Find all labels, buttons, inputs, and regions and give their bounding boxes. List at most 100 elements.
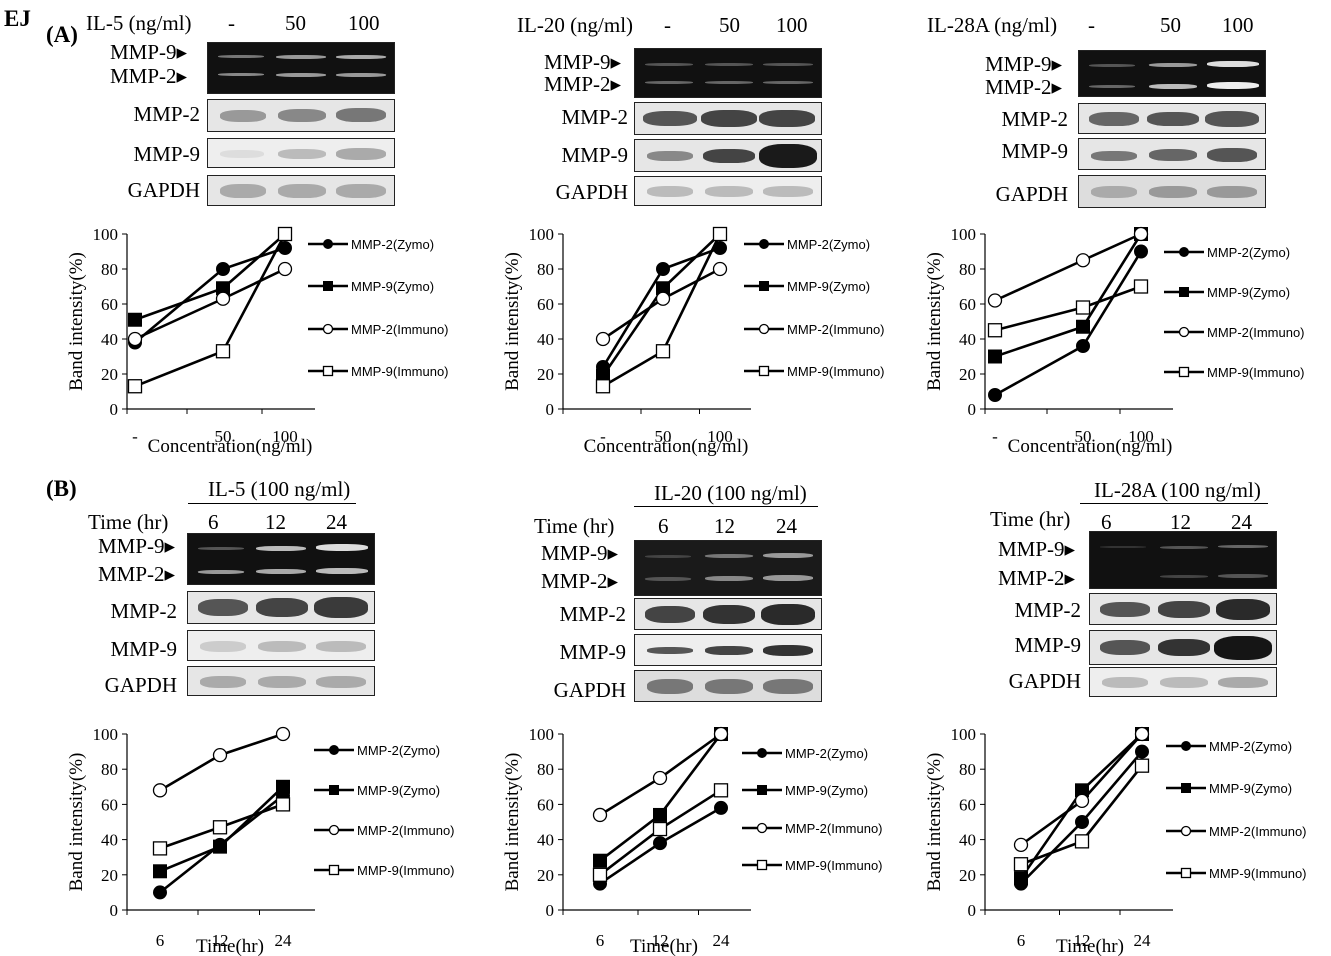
x-tick-label: - <box>992 427 998 446</box>
legend-label: MMP-9(Zymo) <box>357 783 440 798</box>
mmp2-immunoblot <box>1089 593 1277 625</box>
data-point <box>713 783 729 798</box>
panel-a-il28a-cond-3: 100 <box>1222 13 1254 37</box>
data-point <box>656 262 670 276</box>
mmp2-blot-label: MMP-2 <box>133 102 200 126</box>
data-point <box>153 864 167 879</box>
panel-b-header-il5: IL-5 (100 ng/ml) <box>208 477 351 501</box>
data-point <box>1074 793 1090 809</box>
y-tick-label: 40 <box>101 831 118 850</box>
series-line <box>994 285 1142 332</box>
data-point <box>215 344 231 359</box>
legend-marker <box>757 748 767 758</box>
y-tick-label: 20 <box>101 365 118 384</box>
x-tick-label: - <box>132 427 138 446</box>
legend-marker <box>1180 867 1192 879</box>
data-point <box>987 323 1003 338</box>
time-label: Time (hr) <box>534 514 615 538</box>
panel-b-il5-cond-2: 12 <box>265 510 286 534</box>
data-point <box>1134 758 1150 773</box>
panel-a-header-il28a: IL-28A (ng/ml) <box>927 13 1058 37</box>
y-tick-label: 40 <box>959 330 976 349</box>
chart-a3: 0 20 40 60 80 100 - 50 100 Band intensity(%) Conce… <box>924 225 1305 457</box>
data-point <box>652 770 668 786</box>
mmp9-immunoblot <box>1078 138 1266 170</box>
x-tick-label: 12 <box>1074 931 1091 950</box>
gapdh-immunoblot <box>634 670 822 702</box>
y-tick-label: 0 <box>968 400 977 419</box>
panel-a-il5-cond-1: - <box>228 11 235 35</box>
legend-label: MMP-9(Immuno) <box>785 858 883 873</box>
panel-a-il28a-cond-1: - <box>1088 13 1095 37</box>
legend-label: MMP-2(Zymo) <box>357 743 440 758</box>
data-point <box>128 312 142 327</box>
y-tick-label: 20 <box>537 365 554 384</box>
data-point <box>595 331 611 347</box>
x-axis-label: Time(hr) <box>1056 936 1124 956</box>
mmp9-blot-label: MMP-9 <box>110 637 177 661</box>
mmp9-blot-label: MMP-9 <box>559 640 626 664</box>
x-tick-label: - <box>600 427 606 446</box>
data-point <box>215 291 231 306</box>
zymography-gel <box>634 540 822 596</box>
data-point <box>1134 244 1148 259</box>
panel-b-il5-cond-1: 6 <box>208 510 219 534</box>
y-tick-label: 20 <box>537 866 554 885</box>
mmp2-arrow-label: MMP-2▸ <box>985 75 1063 99</box>
data-point <box>712 226 728 242</box>
x-tick-label: 100 <box>1128 427 1154 446</box>
y-tick-label: 40 <box>537 831 554 850</box>
y-tick-label: 60 <box>537 295 554 314</box>
panel-a-label: (A) <box>46 22 78 47</box>
x-tick-label: 100 <box>707 427 733 446</box>
panel-b-header-il28a: IL-28A (100 ng/ml) <box>1094 478 1261 502</box>
panel-b-header-il20: IL-20 (100 ng/ml) <box>654 481 807 505</box>
data-point <box>655 344 671 359</box>
mmp9-blot-label: MMP-9 <box>1014 633 1081 657</box>
legend-label: MMP-9(Immuno) <box>1209 866 1307 881</box>
data-point <box>655 291 671 306</box>
data-point <box>275 726 291 742</box>
gapdh-blot-label: GAPDH <box>104 673 177 697</box>
y-tick-label: 80 <box>959 260 976 279</box>
x-axis-label: Concentration(ng/ml) <box>148 436 313 457</box>
y-tick-label: 0 <box>110 901 119 920</box>
mmp9-immunoblot <box>634 139 822 172</box>
y-tick-label: 100 <box>951 725 977 744</box>
header-underline <box>1080 503 1268 504</box>
x-tick-label: 6 <box>1017 931 1026 950</box>
data-point <box>1133 279 1149 294</box>
data-point <box>714 800 728 815</box>
legend-label: MMP-2(Immuno) <box>357 823 455 838</box>
legend-label: MMP-9(Zymo) <box>785 783 868 798</box>
time-label: Time (hr) <box>990 507 1071 531</box>
data-point <box>1076 319 1090 334</box>
legend-marker <box>1181 783 1191 793</box>
series-line <box>1020 764 1144 866</box>
panel-a-header-il5: IL-5 (ng/ml) <box>86 11 192 35</box>
data-point <box>1075 253 1091 268</box>
data-point <box>277 261 293 277</box>
legend-label: MMP-2(Zymo) <box>1209 739 1292 754</box>
x-axis-label: Time(hr) <box>630 936 698 956</box>
mmp9-blot-label: MMP-9 <box>133 142 200 166</box>
data-point <box>988 349 1002 364</box>
header-underline <box>634 506 818 507</box>
legend-marker <box>1178 366 1190 378</box>
chart-b1: 0 20 40 60 80 100 6 12 24 Band intensity(%) Time(h… <box>66 725 455 956</box>
y-tick-label: 0 <box>968 901 977 920</box>
x-axis-label: Time(hr) <box>196 936 264 956</box>
mmp2-blot-label: MMP-2 <box>1001 107 1068 131</box>
gapdh-blot-label: GAPDH <box>995 182 1068 206</box>
data-point <box>152 783 168 798</box>
legend-marker <box>328 864 340 876</box>
mmp2-blot-label: MMP-2 <box>559 602 626 626</box>
y-tick-label: 20 <box>959 365 976 384</box>
data-point <box>1013 837 1029 853</box>
legend-marker <box>323 239 333 249</box>
legend-marker <box>757 785 767 795</box>
data-point <box>1135 744 1149 759</box>
panel-a-il28a-cond-2: 50 <box>1160 13 1181 37</box>
mmp2-immunoblot <box>207 99 395 132</box>
y-tick-label: 20 <box>959 866 976 885</box>
